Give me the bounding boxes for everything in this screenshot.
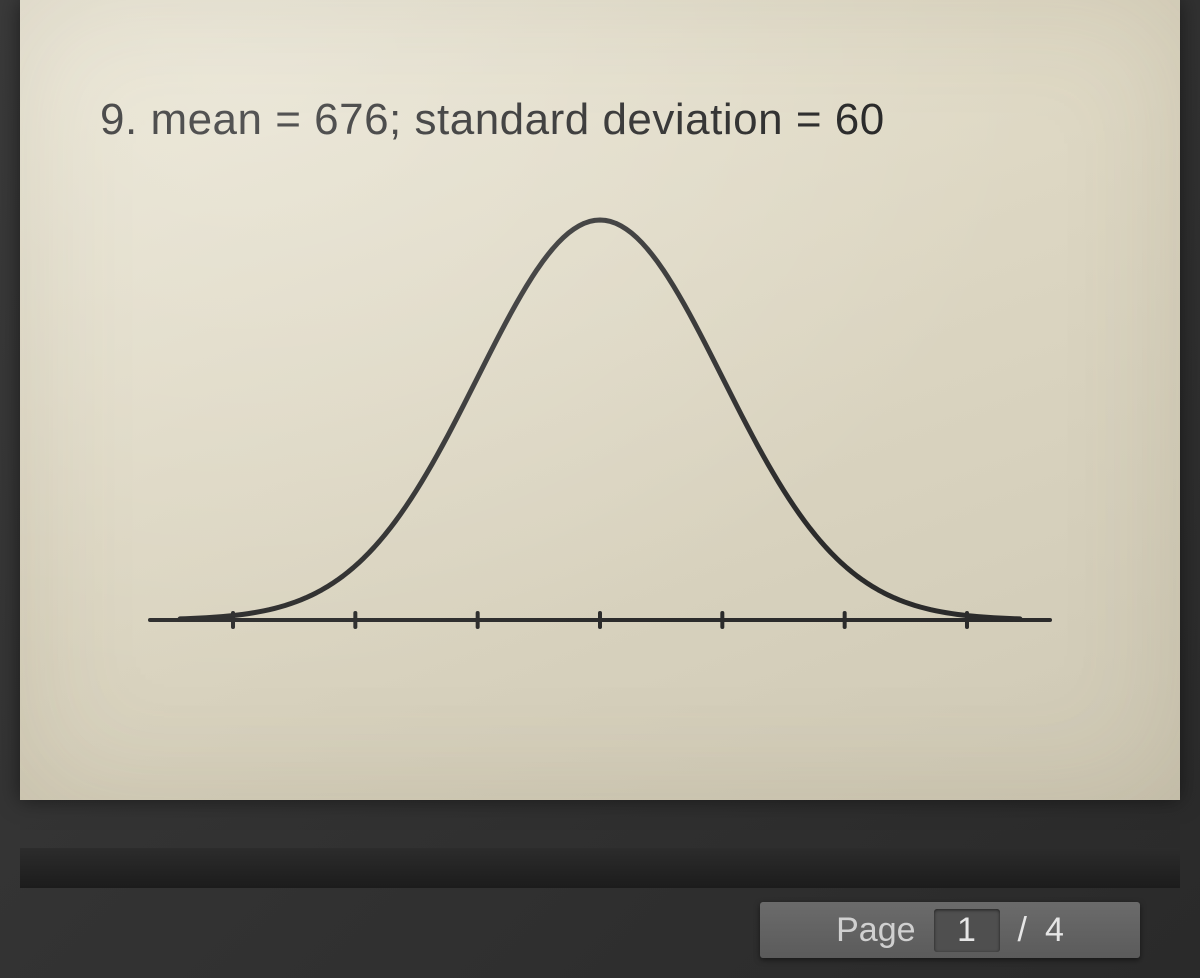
normal-distribution-chart [140, 180, 1060, 700]
question-number: 9. [100, 95, 138, 144]
page-label: Page [836, 911, 915, 950]
page-separator: / [1018, 911, 1027, 950]
question-text: mean = 676; standard deviation = 60 [150, 95, 884, 144]
question-9: 9. mean = 676; standard deviation = 60 [100, 95, 885, 145]
page-current-input[interactable]: 1 [934, 909, 1000, 952]
viewer-toolbar [20, 848, 1180, 888]
page-total: 4 [1045, 911, 1064, 950]
document-page: 9. mean = 676; standard deviation = 60 [20, 0, 1180, 800]
pdf-viewer: 9. mean = 676; standard deviation = 60 P… [0, 0, 1200, 978]
page-indicator[interactable]: Page 1 / 4 [760, 902, 1140, 958]
